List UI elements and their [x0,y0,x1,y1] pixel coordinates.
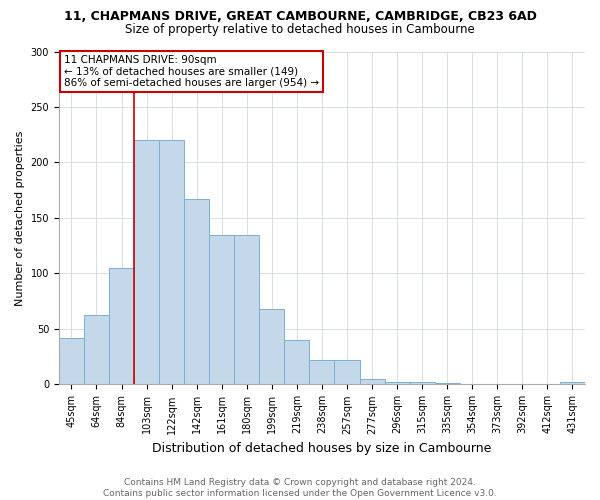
Bar [234,234,259,384]
Bar [310,360,334,384]
Bar [159,140,184,384]
X-axis label: Distribution of detached houses by size in Cambourne: Distribution of detached houses by size … [152,442,491,455]
Bar [385,382,410,384]
Text: 11 CHAPMANS DRIVE: 90sqm
← 13% of detached houses are smaller (149)
86% of semi-: 11 CHAPMANS DRIVE: 90sqm ← 13% of detach… [64,55,319,88]
Bar [134,140,159,384]
Bar [209,234,234,384]
Bar [334,360,359,384]
Text: Size of property relative to detached houses in Cambourne: Size of property relative to detached ho… [125,22,475,36]
Y-axis label: Number of detached properties: Number of detached properties [15,130,25,306]
Bar [84,314,109,384]
Bar [259,309,284,384]
Bar [560,382,585,384]
Bar [109,268,134,384]
Bar [184,199,209,384]
Text: 11, CHAPMANS DRIVE, GREAT CAMBOURNE, CAMBRIDGE, CB23 6AD: 11, CHAPMANS DRIVE, GREAT CAMBOURNE, CAM… [64,10,536,23]
Bar [359,379,385,384]
Bar [59,338,84,384]
Text: Contains HM Land Registry data © Crown copyright and database right 2024.
Contai: Contains HM Land Registry data © Crown c… [103,478,497,498]
Bar [410,382,434,384]
Bar [284,340,310,384]
